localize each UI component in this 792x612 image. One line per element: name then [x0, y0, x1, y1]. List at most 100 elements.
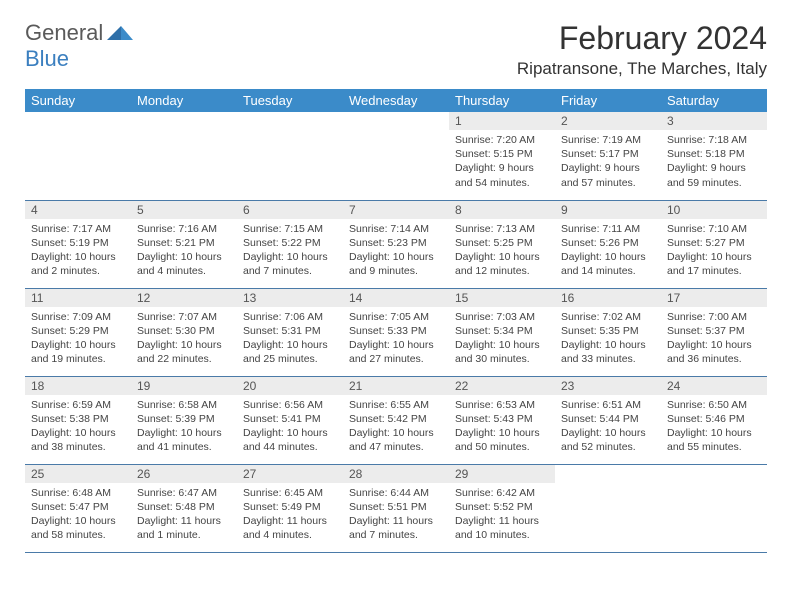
- sunset-text: Sunset: 5:23 PM: [349, 236, 443, 250]
- day-body: Sunrise: 6:53 AMSunset: 5:43 PMDaylight:…: [449, 395, 555, 459]
- sunrise-text: Sunrise: 6:59 AM: [31, 398, 125, 412]
- day-number: 2: [555, 112, 661, 130]
- sunrise-text: Sunrise: 7:06 AM: [243, 310, 337, 324]
- daylight-text: Daylight: 10 hours and 22 minutes.: [137, 338, 231, 366]
- day-body: Sunrise: 7:16 AMSunset: 5:21 PMDaylight:…: [131, 219, 237, 283]
- sunrise-text: Sunrise: 6:55 AM: [349, 398, 443, 412]
- day-body: Sunrise: 6:47 AMSunset: 5:48 PMDaylight:…: [131, 483, 237, 547]
- calendar-cell: 8Sunrise: 7:13 AMSunset: 5:25 PMDaylight…: [449, 200, 555, 288]
- sunset-text: Sunset: 5:42 PM: [349, 412, 443, 426]
- calendar-body: 1Sunrise: 7:20 AMSunset: 5:15 PMDaylight…: [25, 112, 767, 552]
- day-number: 18: [25, 377, 131, 395]
- day-header: Tuesday: [237, 89, 343, 112]
- day-body: Sunrise: 7:15 AMSunset: 5:22 PMDaylight:…: [237, 219, 343, 283]
- day-body: Sunrise: 7:10 AMSunset: 5:27 PMDaylight:…: [661, 219, 767, 283]
- logo-general: General: [25, 20, 103, 45]
- sunrise-text: Sunrise: 7:00 AM: [667, 310, 761, 324]
- sunset-text: Sunset: 5:44 PM: [561, 412, 655, 426]
- sunrise-text: Sunrise: 7:11 AM: [561, 222, 655, 236]
- calendar-cell: 5Sunrise: 7:16 AMSunset: 5:21 PMDaylight…: [131, 200, 237, 288]
- sunrise-text: Sunrise: 7:03 AM: [455, 310, 549, 324]
- calendar-cell: 13 Sunrise: 7:06 AMSunset: 5:31 PMDayligh…: [237, 288, 343, 376]
- sunrise-text: Sunrise: 6:56 AM: [243, 398, 337, 412]
- day-number: 9: [555, 201, 661, 219]
- month-title: February 2024: [517, 20, 767, 57]
- sunrise-text: Sunrise: 7:05 AM: [349, 310, 443, 324]
- day-number: 21: [343, 377, 449, 395]
- daylight-text: Daylight: 10 hours and 58 minutes.: [31, 514, 125, 542]
- day-number: 27: [237, 465, 343, 483]
- day-number: 28: [343, 465, 449, 483]
- calendar-week: 18 Sunrise: 6:59 AMSunset: 5:38 PM Dayligh…: [25, 376, 767, 464]
- day-number: 14: [343, 289, 449, 307]
- daylight-text: Daylight: 10 hours and 17 minutes.: [667, 250, 761, 278]
- sunset-text: Sunset: 5:52 PM: [455, 500, 549, 514]
- day-body: Sunrise: 7:00 AMSunset: 5:37 PMDaylight:…: [661, 307, 767, 371]
- daylight-text: Daylight: 10 hours and 2 minutes.: [31, 250, 125, 278]
- sunset-text: Sunset: 5:38 PM: [31, 412, 125, 426]
- daylight-text: Daylight: 10 hours and 25 minutes.: [243, 338, 337, 366]
- sunset-text: Sunset: 5:35 PM: [561, 324, 655, 338]
- calendar-cell: 15Sunrise: 7:03 AMSunset: 5:34 PMDayligh…: [449, 288, 555, 376]
- calendar-cell: 28 Sunrise: 6:44 AMSunset: 5:51 PMDayligh…: [343, 464, 449, 552]
- logo: General Blue: [25, 20, 133, 72]
- day-body: Sunrise: 7:02 AMSunset: 5:35 PMDaylight:…: [555, 307, 661, 371]
- day-body: Sunrise: 7:13 AMSunset: 5:25 PMDaylight:…: [449, 219, 555, 283]
- daylight-text: Daylight: 10 hours and 30 minutes.: [455, 338, 549, 366]
- day-number: 6: [237, 201, 343, 219]
- daylight-text: Daylight: 10 hours and 19 minutes.: [31, 338, 125, 366]
- calendar-cell: 10Sunrise: 7:10 AMSunset: 5:27 PMDayligh…: [661, 200, 767, 288]
- sunrise-text: Sunrise: 7:18 AM: [667, 133, 761, 147]
- sunrise-text: Sunrise: 7:14 AM: [349, 222, 443, 236]
- calendar-cell: 20Sunrise: 6:56 AMSunset: 5:41 PMDayligh…: [237, 376, 343, 464]
- day-number: 13: [237, 289, 343, 307]
- day-body: Sunrise: 7:19 AMSunset: 5:17 PMDaylight:…: [555, 130, 661, 194]
- sunrise-text: Sunrise: 6:44 AM: [349, 486, 443, 500]
- day-number: 8: [449, 201, 555, 219]
- calendar-cell: 6Sunrise: 7:15 AMSunset: 5:22 PMDaylight…: [237, 200, 343, 288]
- day-number: 19: [131, 377, 237, 395]
- sunrise-text: Sunrise: 7:15 AM: [243, 222, 337, 236]
- sunrise-text: Sunrise: 7:16 AM: [137, 222, 231, 236]
- calendar-cell: 1Sunrise: 7:20 AMSunset: 5:15 PMDaylight…: [449, 112, 555, 200]
- logo-blue: Blue: [25, 46, 69, 71]
- sunrise-text: Sunrise: 7:13 AM: [455, 222, 549, 236]
- calendar-cell: 11Sunrise: 7:09 AMSunset: 5:29 PMDayligh…: [25, 288, 131, 376]
- sunset-text: Sunset: 5:51 PM: [349, 500, 443, 514]
- calendar-cell: 16Sunrise: 7:02 AMSunset: 5:35 PMDayligh…: [555, 288, 661, 376]
- sunset-text: Sunset: 5:41 PM: [243, 412, 337, 426]
- day-number: 5: [131, 201, 237, 219]
- day-body: Sunrise: 6:48 AMSunset: 5:47 PMDaylight:…: [25, 483, 131, 547]
- day-number: 22: [449, 377, 555, 395]
- sunrise-text: Sunrise: 6:45 AM: [243, 486, 337, 500]
- calendar-cell: 18Sunrise: 6:59 AMSunset: 5:38 PMDayligh…: [25, 376, 131, 464]
- calendar-cell: 21Sunrise: 6:55 AMSunset: 5:42 PMDayligh…: [343, 376, 449, 464]
- day-number: [661, 465, 767, 483]
- sunset-text: Sunset: 5:21 PM: [137, 236, 231, 250]
- sunset-text: Sunset: 5:48 PM: [137, 500, 231, 514]
- sunrise-text: Sunrise: 7:10 AM: [667, 222, 761, 236]
- day-body: Sunrise: 6:42 AMSunset: 5:52 PMDaylight:…: [449, 483, 555, 547]
- sunset-text: Sunset: 5:18 PM: [667, 147, 761, 161]
- sunset-text: Sunset: 5:46 PM: [667, 412, 761, 426]
- sunset-text: Sunset: 5:39 PM: [137, 412, 231, 426]
- day-body: Sunrise: 6:58 AMSunset: 5:39 PMDaylight:…: [131, 395, 237, 459]
- sunset-text: Sunset: 5:15 PM: [455, 147, 549, 161]
- sunset-text: Sunset: 5:17 PM: [561, 147, 655, 161]
- header: General Blue February 2024 Ripatransone,…: [25, 20, 767, 79]
- title-block: February 2024 Ripatransone, The Marches,…: [517, 20, 767, 79]
- daylight-text: Daylight: 10 hours and 36 minutes.: [667, 338, 761, 366]
- calendar-cell: 19Sunrise: 6:58 AMSunset: 5:39 PMDayligh…: [131, 376, 237, 464]
- calendar-cell: [555, 464, 661, 552]
- calendar-cell: 12Sunrise: 7:07 AMSunset: 5:30 PMDayligh…: [131, 288, 237, 376]
- calendar-cell: [343, 112, 449, 200]
- daylight-text: Daylight: 10 hours and 55 minutes.: [667, 426, 761, 454]
- sunset-text: Sunset: 5:47 PM: [31, 500, 125, 514]
- calendar-cell: 29Sunrise: 6:42 AMSunset: 5:52 PMDayligh…: [449, 464, 555, 552]
- daylight-text: Daylight: 11 hours and 7 minutes.: [349, 514, 443, 542]
- calendar-cell: 22Sunrise: 6:53 AMSunset: 5:43 PMDayligh…: [449, 376, 555, 464]
- calendar-week: 25Sunrise: 6:48 AMSunset: 5:47 PMDayligh…: [25, 464, 767, 552]
- daylight-text: Daylight: 11 hours and 10 minutes.: [455, 514, 549, 542]
- sunset-text: Sunset: 5:31 PM: [243, 324, 337, 338]
- day-body: Sunrise: 6:45 AMSunset: 5:49 PMDaylight:…: [237, 483, 343, 547]
